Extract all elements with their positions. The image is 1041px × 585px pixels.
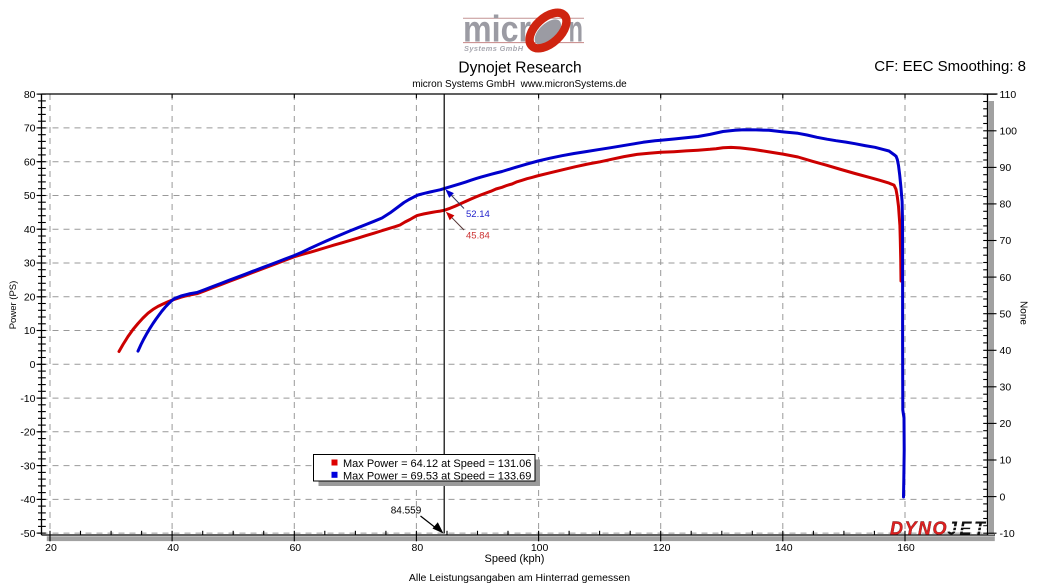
svg-text:-30: -30	[20, 460, 35, 472]
svg-text:CF: EEC Smoothing: 8: CF: EEC Smoothing: 8	[874, 58, 1026, 75]
svg-text:n: n	[569, 9, 584, 50]
svg-text:140: 140	[775, 542, 793, 554]
svg-text:Alle Leistungsangaben am Hinte: Alle Leistungsangaben am Hinterrad gemes…	[409, 572, 630, 584]
svg-text:90: 90	[1000, 162, 1012, 174]
svg-text:-20: -20	[20, 427, 35, 439]
svg-text:DYNO: DYNO	[890, 519, 948, 539]
svg-text:20: 20	[45, 542, 57, 554]
svg-text:-10: -10	[20, 393, 35, 405]
svg-text:50: 50	[24, 190, 36, 202]
svg-text:micr: micr	[463, 9, 531, 50]
svg-text:0: 0	[1000, 491, 1006, 503]
svg-text:-10: -10	[1000, 528, 1015, 540]
svg-text:45.84: 45.84	[466, 231, 490, 242]
svg-text:160: 160	[897, 542, 915, 554]
svg-text:20: 20	[24, 292, 36, 304]
svg-text:60: 60	[289, 542, 301, 554]
svg-text:60: 60	[1000, 272, 1012, 284]
svg-text:120: 120	[653, 542, 671, 554]
svg-text:70: 70	[24, 123, 36, 135]
svg-text:110: 110	[1000, 89, 1017, 101]
svg-text:JET: JET	[947, 519, 988, 539]
svg-text:70: 70	[1000, 235, 1012, 247]
svg-text:100: 100	[531, 542, 549, 554]
svg-text:-40: -40	[20, 494, 35, 506]
svg-text:100: 100	[1000, 126, 1018, 138]
svg-text:None: None	[1018, 301, 1029, 325]
svg-text:80: 80	[24, 89, 36, 101]
svg-text:40: 40	[167, 542, 179, 554]
svg-text:Power (PS): Power (PS)	[8, 281, 19, 330]
svg-text:Max Power = 69.53 at Speed = 1: Max Power = 69.53 at Speed = 133.69	[343, 470, 531, 482]
svg-text:80: 80	[412, 542, 424, 554]
svg-text:10: 10	[24, 325, 36, 337]
svg-text:Dynojet Research: Dynojet Research	[458, 60, 581, 77]
svg-text:60: 60	[24, 156, 36, 168]
svg-text:50: 50	[1000, 308, 1012, 320]
svg-text:80: 80	[1000, 199, 1012, 211]
svg-text:0: 0	[30, 359, 36, 371]
svg-text:40: 40	[1000, 345, 1012, 357]
svg-text:-50: -50	[20, 528, 35, 540]
svg-text:52.14: 52.14	[466, 209, 490, 220]
svg-text:20: 20	[1000, 418, 1012, 430]
svg-text:40: 40	[24, 224, 36, 236]
svg-text:30: 30	[1000, 382, 1012, 394]
svg-text:30: 30	[24, 258, 36, 270]
svg-text:Systems GmbH: Systems GmbH	[464, 44, 524, 53]
svg-text:84.559: 84.559	[391, 506, 422, 517]
svg-text:Max Power = 64.12 at Speed = 1: Max Power = 64.12 at Speed = 131.06	[343, 458, 531, 470]
svg-text:10: 10	[1000, 455, 1012, 467]
svg-text:micron Systems GmbH www.micro: micron Systems GmbH www.micronSystems.de	[412, 79, 627, 90]
svg-text:Speed (kph): Speed (kph)	[485, 553, 545, 565]
